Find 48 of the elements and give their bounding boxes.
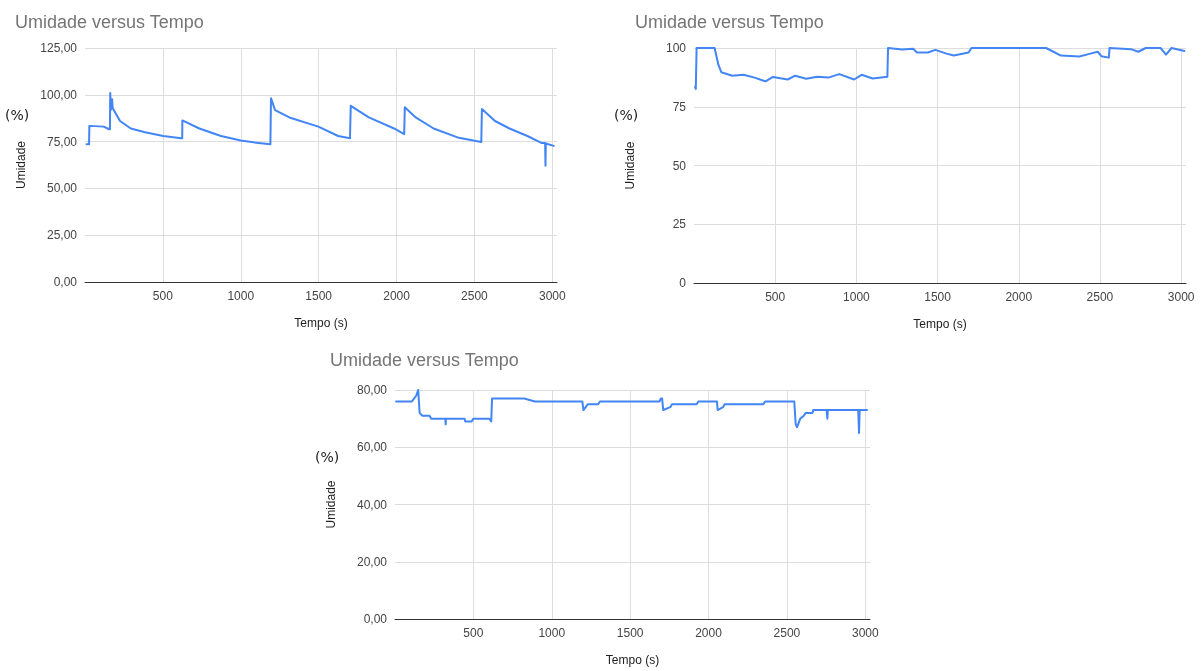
y-tick-label: 75,00 xyxy=(46,134,78,149)
y-axis-title: Umidade xyxy=(324,480,338,529)
x-tick-label: 1500 xyxy=(616,626,644,640)
x-tick-label: 2500 xyxy=(461,289,489,303)
y-tick-label: 80,00 xyxy=(356,383,388,397)
x-tick-label: 2000 xyxy=(383,289,411,303)
x-axis-title: Tempo (s) xyxy=(294,316,348,330)
y-tick-label: 100 xyxy=(665,41,687,55)
x-tick-label: 1500 xyxy=(305,289,333,303)
y-tick-label: 75 xyxy=(672,99,687,114)
text: (%) xyxy=(315,449,340,465)
y-tick-label: 25,00 xyxy=(46,228,78,243)
x-tick-label: 2000 xyxy=(1005,290,1033,304)
y-tick-label: 50 xyxy=(672,158,687,173)
y-axis-title: Umidade xyxy=(623,141,637,190)
x-tick-label: 1000 xyxy=(538,626,566,640)
x-tick-label: 1500 xyxy=(924,290,952,304)
chart-title: Umidade versus Tempo xyxy=(635,12,824,32)
chart-title: Umidade versus Tempo xyxy=(330,350,519,370)
y-tick-label: 50,00 xyxy=(46,181,78,196)
y-tick-label: 40,00 xyxy=(356,497,388,512)
x-tick-label: 3000 xyxy=(538,289,566,303)
x-tick-label: 1000 xyxy=(843,290,871,304)
text: (%) xyxy=(5,107,30,123)
line-series xyxy=(694,47,1186,90)
y-tick-label: 100,00 xyxy=(40,87,78,102)
x-tick-label: 500 xyxy=(765,290,786,304)
line-series xyxy=(395,389,869,434)
y-tick-label: 25 xyxy=(672,217,687,232)
x-tick-label: 1000 xyxy=(227,289,255,303)
y-tick-label: 60,00 xyxy=(356,440,388,455)
x-tick-label: 3000 xyxy=(851,626,879,640)
x-axis-title: Tempo (s) xyxy=(605,653,660,667)
x-tick-label: 500 xyxy=(152,289,174,303)
text: (%) xyxy=(614,107,639,123)
y-axis-title: Umidade xyxy=(14,140,28,190)
x-axis-title: Tempo (s) xyxy=(913,317,967,331)
y-tick-label: 20,00 xyxy=(356,554,388,569)
x-tick-label: 2500 xyxy=(773,626,801,640)
chart-title: Umidade versus Tempo xyxy=(15,12,204,32)
x-tick-label: 2500 xyxy=(1086,290,1114,304)
y-tick-label: 0,00 xyxy=(53,275,78,289)
y-tick-label: 0 xyxy=(679,276,687,290)
x-tick-label: 2000 xyxy=(695,626,723,640)
y-tick-label: 125,00 xyxy=(40,41,78,55)
x-tick-label: 3000 xyxy=(1167,290,1195,304)
x-tick-label: 500 xyxy=(463,626,484,640)
y-tick-label: 0,00 xyxy=(363,612,388,626)
